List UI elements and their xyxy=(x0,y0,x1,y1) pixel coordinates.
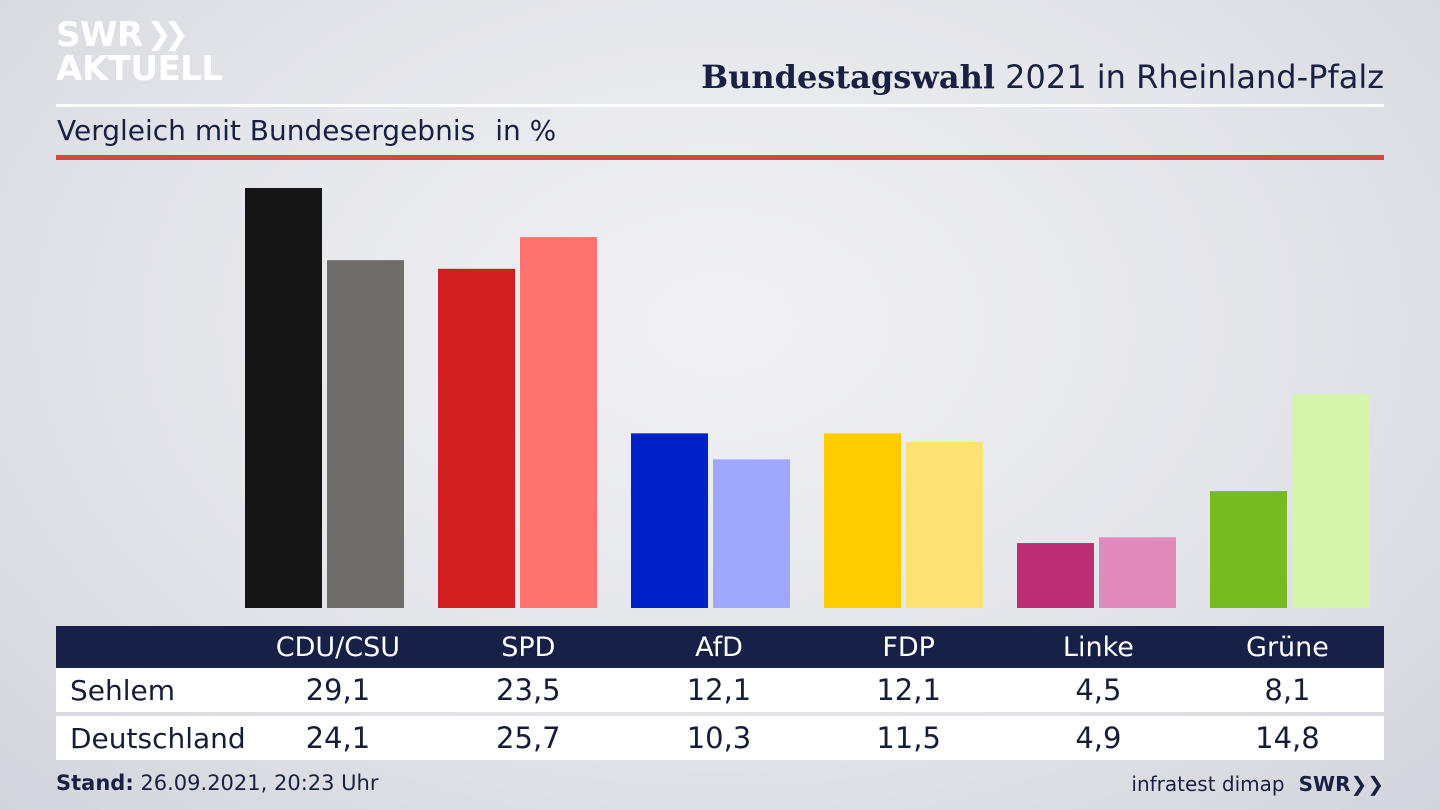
table-cell: 24,1 xyxy=(245,716,431,760)
table-row-deutschland: Deutschland 24,1 25,7 10,3 11,5 4,9 14,8 xyxy=(56,716,1384,760)
bar-cducsu-sehlem xyxy=(245,188,322,608)
stand-value: 26.09.2021, 20:23 Uhr xyxy=(133,771,379,795)
bar-fdp-sehlem xyxy=(824,433,901,608)
logo-swr-text: SWR xyxy=(56,15,143,55)
bar-chart xyxy=(245,188,1369,609)
swr-aktuell-logo: SWR ❯❯ AKTUELL xyxy=(56,15,223,89)
title-bold: Bundestagswahl xyxy=(701,58,995,96)
page-title: Bundestagswahl 2021 in Rheinland-Pfalz xyxy=(701,58,1384,96)
row-label: Sehlem xyxy=(56,668,246,712)
subtitle-text: Vergleich mit Bundesergebnis xyxy=(57,114,476,147)
table-cell: 4,5 xyxy=(1005,668,1191,712)
bar-spd-sehlem xyxy=(438,268,515,608)
table-row-sehlem: Sehlem 29,1 23,5 12,1 12,1 4,5 8,1 xyxy=(56,668,1384,712)
bar-linke-sehlem xyxy=(1017,543,1094,608)
swr-footer-logo: SWR❯❯ xyxy=(1299,772,1384,796)
table-cell: 14,8 xyxy=(1190,716,1384,760)
title-divider xyxy=(56,104,1384,107)
bar-spd-deutschland xyxy=(520,237,597,609)
bar-cducsu-deutschland xyxy=(327,260,404,608)
table-cell: 25,7 xyxy=(430,716,627,760)
bar-fdp-deutschland xyxy=(906,442,983,608)
bar-linke-deutschland xyxy=(1099,537,1176,608)
swr-footer-text: SWR xyxy=(1298,772,1351,796)
table-header-cell: Linke xyxy=(1062,631,1134,663)
table-cell: 4,9 xyxy=(1005,716,1191,760)
subtitle-divider xyxy=(56,155,1384,160)
table-cell: 23,5 xyxy=(430,668,627,712)
table-cell: 11,5 xyxy=(811,716,1006,760)
table-cell: 29,1 xyxy=(245,668,431,712)
row-label: Deutschland xyxy=(56,716,246,760)
source-credit: infratest dimap SWR❯❯ xyxy=(1131,772,1384,796)
table-header-cell: CDU/CSU xyxy=(275,631,401,663)
swr-chevron-icon: ❯❯ xyxy=(1350,772,1384,796)
timestamp: Stand: 26.09.2021, 20:23 Uhr xyxy=(56,771,379,795)
table-cell: 8,1 xyxy=(1190,668,1384,712)
table-header-cell: SPD xyxy=(501,631,556,663)
bar-afd-sehlem xyxy=(631,433,708,608)
bar-grüne-sehlem xyxy=(1210,491,1287,608)
subtitle-unit: in % xyxy=(495,114,557,147)
bar-grüne-deutschland xyxy=(1292,394,1369,608)
table-header-cell: FDP xyxy=(882,631,935,663)
table-cell: 12,1 xyxy=(811,668,1006,712)
stand-label: Stand: xyxy=(56,771,134,795)
source-text: infratest dimap xyxy=(1131,772,1285,796)
table-header-cell xyxy=(56,626,246,668)
table-header-row: CDU/CSU SPD AfD FDP Linke Grüne xyxy=(56,626,1384,668)
results-table: CDU/CSU SPD AfD FDP Linke Grüne Sehlem 2… xyxy=(56,626,1384,760)
logo-aktuell-text: AKTUELL xyxy=(56,49,223,89)
bar-afd-deutschland xyxy=(713,459,790,608)
table-header-cell: AfD xyxy=(695,631,743,663)
table-header-cell: Grüne xyxy=(1246,631,1329,663)
chart-subtitle: Vergleich mit Bundesergebnis in % xyxy=(57,114,556,147)
title-rest: 2021 in Rheinland-Pfalz xyxy=(995,58,1384,96)
table-cell: 12,1 xyxy=(626,668,812,712)
table-cell: 10,3 xyxy=(626,716,812,760)
